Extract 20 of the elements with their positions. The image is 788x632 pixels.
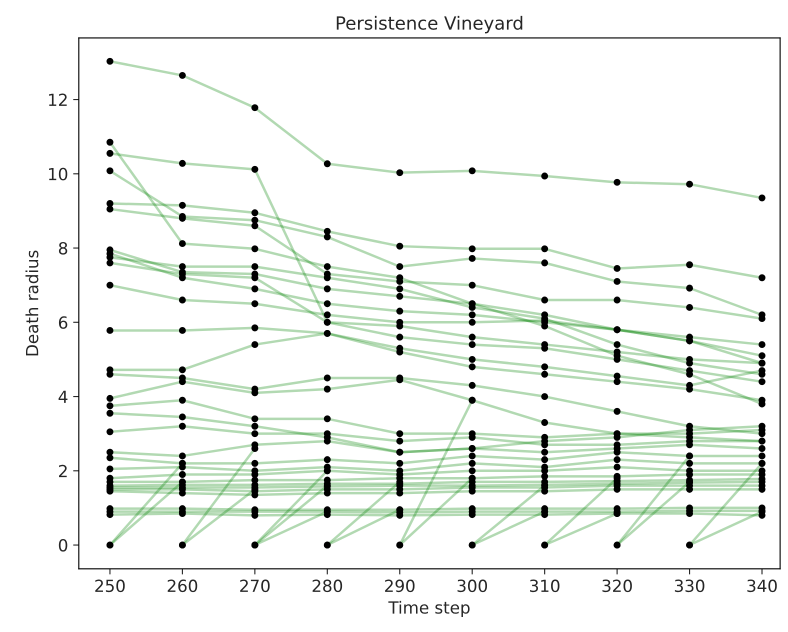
x-tick-label: 280 (312, 580, 342, 592)
x-tick-label: 260 (168, 580, 198, 592)
x-tick-label: 340 (747, 580, 777, 592)
y-tick-label: 0 (58, 539, 68, 552)
x-tick-label: 300 (458, 580, 488, 592)
x-tick-label: 310 (530, 580, 560, 592)
y-tick-label: 6 (58, 316, 68, 329)
y-axis-title: Death radius (25, 250, 38, 356)
x-axis-title: Time step (388, 600, 470, 618)
y-tick-label: 12 (49, 94, 67, 106)
x-tick-label: 330 (674, 580, 704, 592)
chart-title: Persistence Vineyard (336, 16, 522, 34)
x-tick-label: 250 (95, 580, 125, 592)
x-tick-label: 290 (385, 580, 415, 592)
x-tick-label: 270 (240, 580, 270, 592)
y-tick-label: 10 (49, 168, 68, 180)
x-tick-label: 320 (602, 580, 632, 592)
y-tick-label: 8 (58, 242, 68, 255)
y-tick-label: 2 (59, 464, 67, 478)
y-tick-label: 4 (58, 390, 68, 403)
